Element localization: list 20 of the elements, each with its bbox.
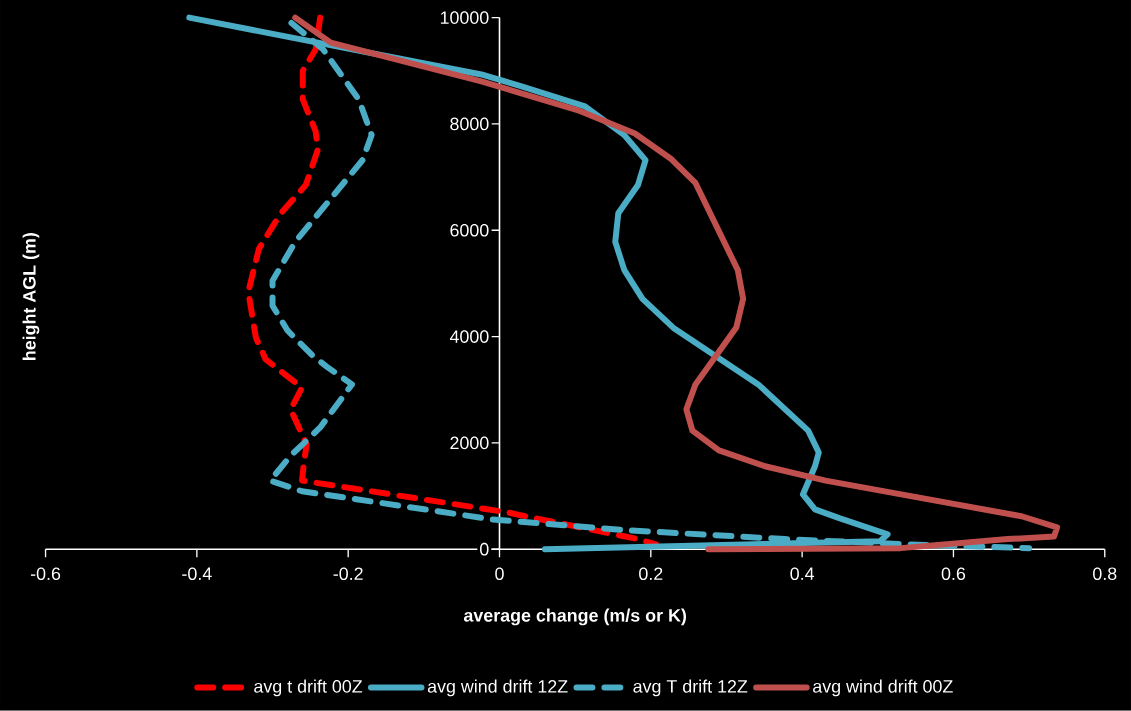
y-axis-title: height AGL (m) [22,233,40,361]
x-tick-label: -0.4 [182,567,212,581]
legend-label: avg wind drift 00Z [813,679,953,697]
x-tick-label: 0.8 [1093,567,1117,581]
legend-label: avg T drift 12Z [633,679,748,697]
legend-label: avg t drift 00Z [254,679,363,697]
y-tick-label: 6000 [450,224,489,237]
x-axis-title: average change (m/s or K) [463,608,686,626]
x-tick-label: -0.2 [333,567,363,581]
y-tick-label: 8000 [450,117,489,131]
y-tick-label: 0 [480,543,489,556]
y-tick-label: 2000 [450,436,489,450]
y-tick-label: 10000 [440,11,489,25]
legend-label: avg wind drift 12Z [427,679,568,697]
y-tick-label: 4000 [449,330,489,344]
x-tick-label: -0.6 [30,567,61,581]
x-tick-label: 0.2 [639,567,663,581]
x-tick-label: 0.4 [790,567,815,581]
x-tick-label: 0.6 [941,567,966,581]
x-tick-label: 0 [495,567,504,581]
